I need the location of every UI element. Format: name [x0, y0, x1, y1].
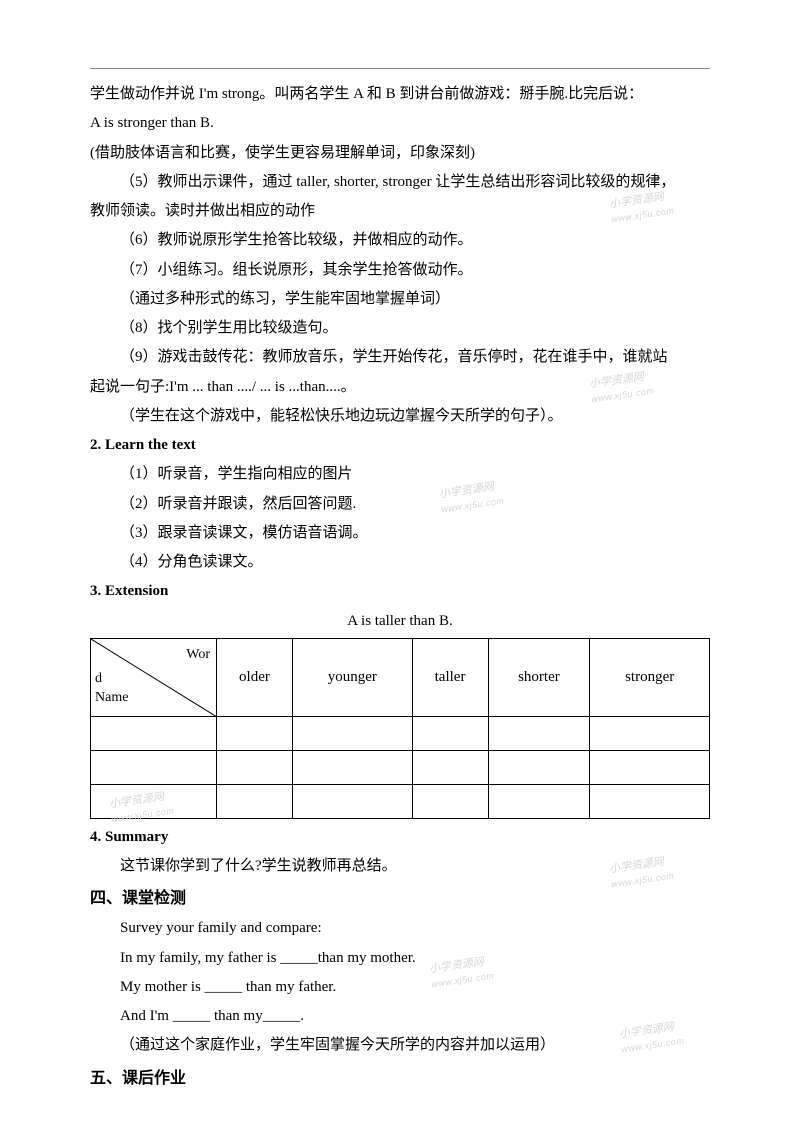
header-word-top: Wor — [186, 641, 210, 668]
table-caption: A is taller than B. — [90, 607, 710, 636]
body-text: （2）听录音并跟读，然后回答问题. — [90, 490, 710, 519]
body-text: And I'm _____ than my_____. — [90, 1002, 710, 1031]
table-row — [91, 716, 710, 750]
body-text: 教师领读。读时并做出相应的动作 — [90, 197, 710, 226]
body-text: （1）听录音，学生指向相应的图片 — [90, 460, 710, 489]
body-text: （学生在这个游戏中，能轻松快乐地边玩边掌握今天所学的句子）。 — [90, 402, 710, 431]
table-col-header: younger — [292, 638, 412, 716]
body-text: Survey your family and compare: — [90, 914, 710, 943]
body-text: 学生做动作并说 I'm strong。叫两名学生 A 和 B 到讲台前做游戏：掰… — [90, 80, 710, 109]
body-text: （3）跟录音读课文，模仿语音语调。 — [90, 519, 710, 548]
table-col-header: stronger — [590, 638, 710, 716]
subheading-extension: 3. Extension — [90, 577, 710, 606]
section-heading-4: 四、课堂检测 — [90, 883, 710, 914]
body-text: （通过多种形式的练习，学生能牢固地掌握单词） — [90, 285, 710, 314]
body-text: （6）教师说原形学生抢答比较级，并做相应的动作。 — [90, 226, 710, 255]
body-text: （5）教师出示课件，通过 taller, shorter, stronger 让… — [90, 168, 710, 197]
body-text: 起说一句子:I'm ... than ..../ ... is ...than.… — [90, 373, 710, 402]
table-col-header: older — [217, 638, 293, 716]
body-text: （通过这个家庭作业，学生牢固掌握今天所学的内容并加以运用） — [90, 1031, 710, 1060]
body-text: In my family, my father is _____than my … — [90, 944, 710, 973]
subheading-summary: 4. Summary — [90, 823, 710, 852]
body-text: A is stronger than B. — [90, 109, 710, 138]
body-text: （4）分角色读课文。 — [90, 548, 710, 577]
table-header-diagonal: Wor d Name — [91, 638, 217, 716]
body-text: （8）找个别学生用比较级造句。 — [90, 314, 710, 343]
table-col-header: taller — [412, 638, 488, 716]
body-text: （7）小组练习。组长说原形，其余学生抢答做动作。 — [90, 256, 710, 285]
section-heading-5: 五、课后作业 — [90, 1063, 710, 1094]
table-row — [91, 784, 710, 818]
table-header-row: Wor d Name older younger taller shorter … — [91, 638, 710, 716]
body-text: 这节课你学到了什么?学生说教师再总结。 — [90, 852, 710, 881]
header-rule — [90, 68, 710, 69]
table-row — [91, 750, 710, 784]
subheading-learn-text: 2. Learn the text — [90, 431, 710, 460]
comparison-table: Wor d Name older younger taller shorter … — [90, 638, 710, 819]
body-text: （9）游戏击鼓传花：教师放音乐，学生开始传花，音乐停时，花在谁手中，谁就站 — [90, 343, 710, 372]
table-col-header: shorter — [488, 638, 590, 716]
body-text: (借助肢体语言和比赛，使学生更容易理解单词，印象深刻) — [90, 139, 710, 168]
body-text: My mother is _____ than my father. — [90, 973, 710, 1002]
header-name: Name — [95, 684, 128, 711]
